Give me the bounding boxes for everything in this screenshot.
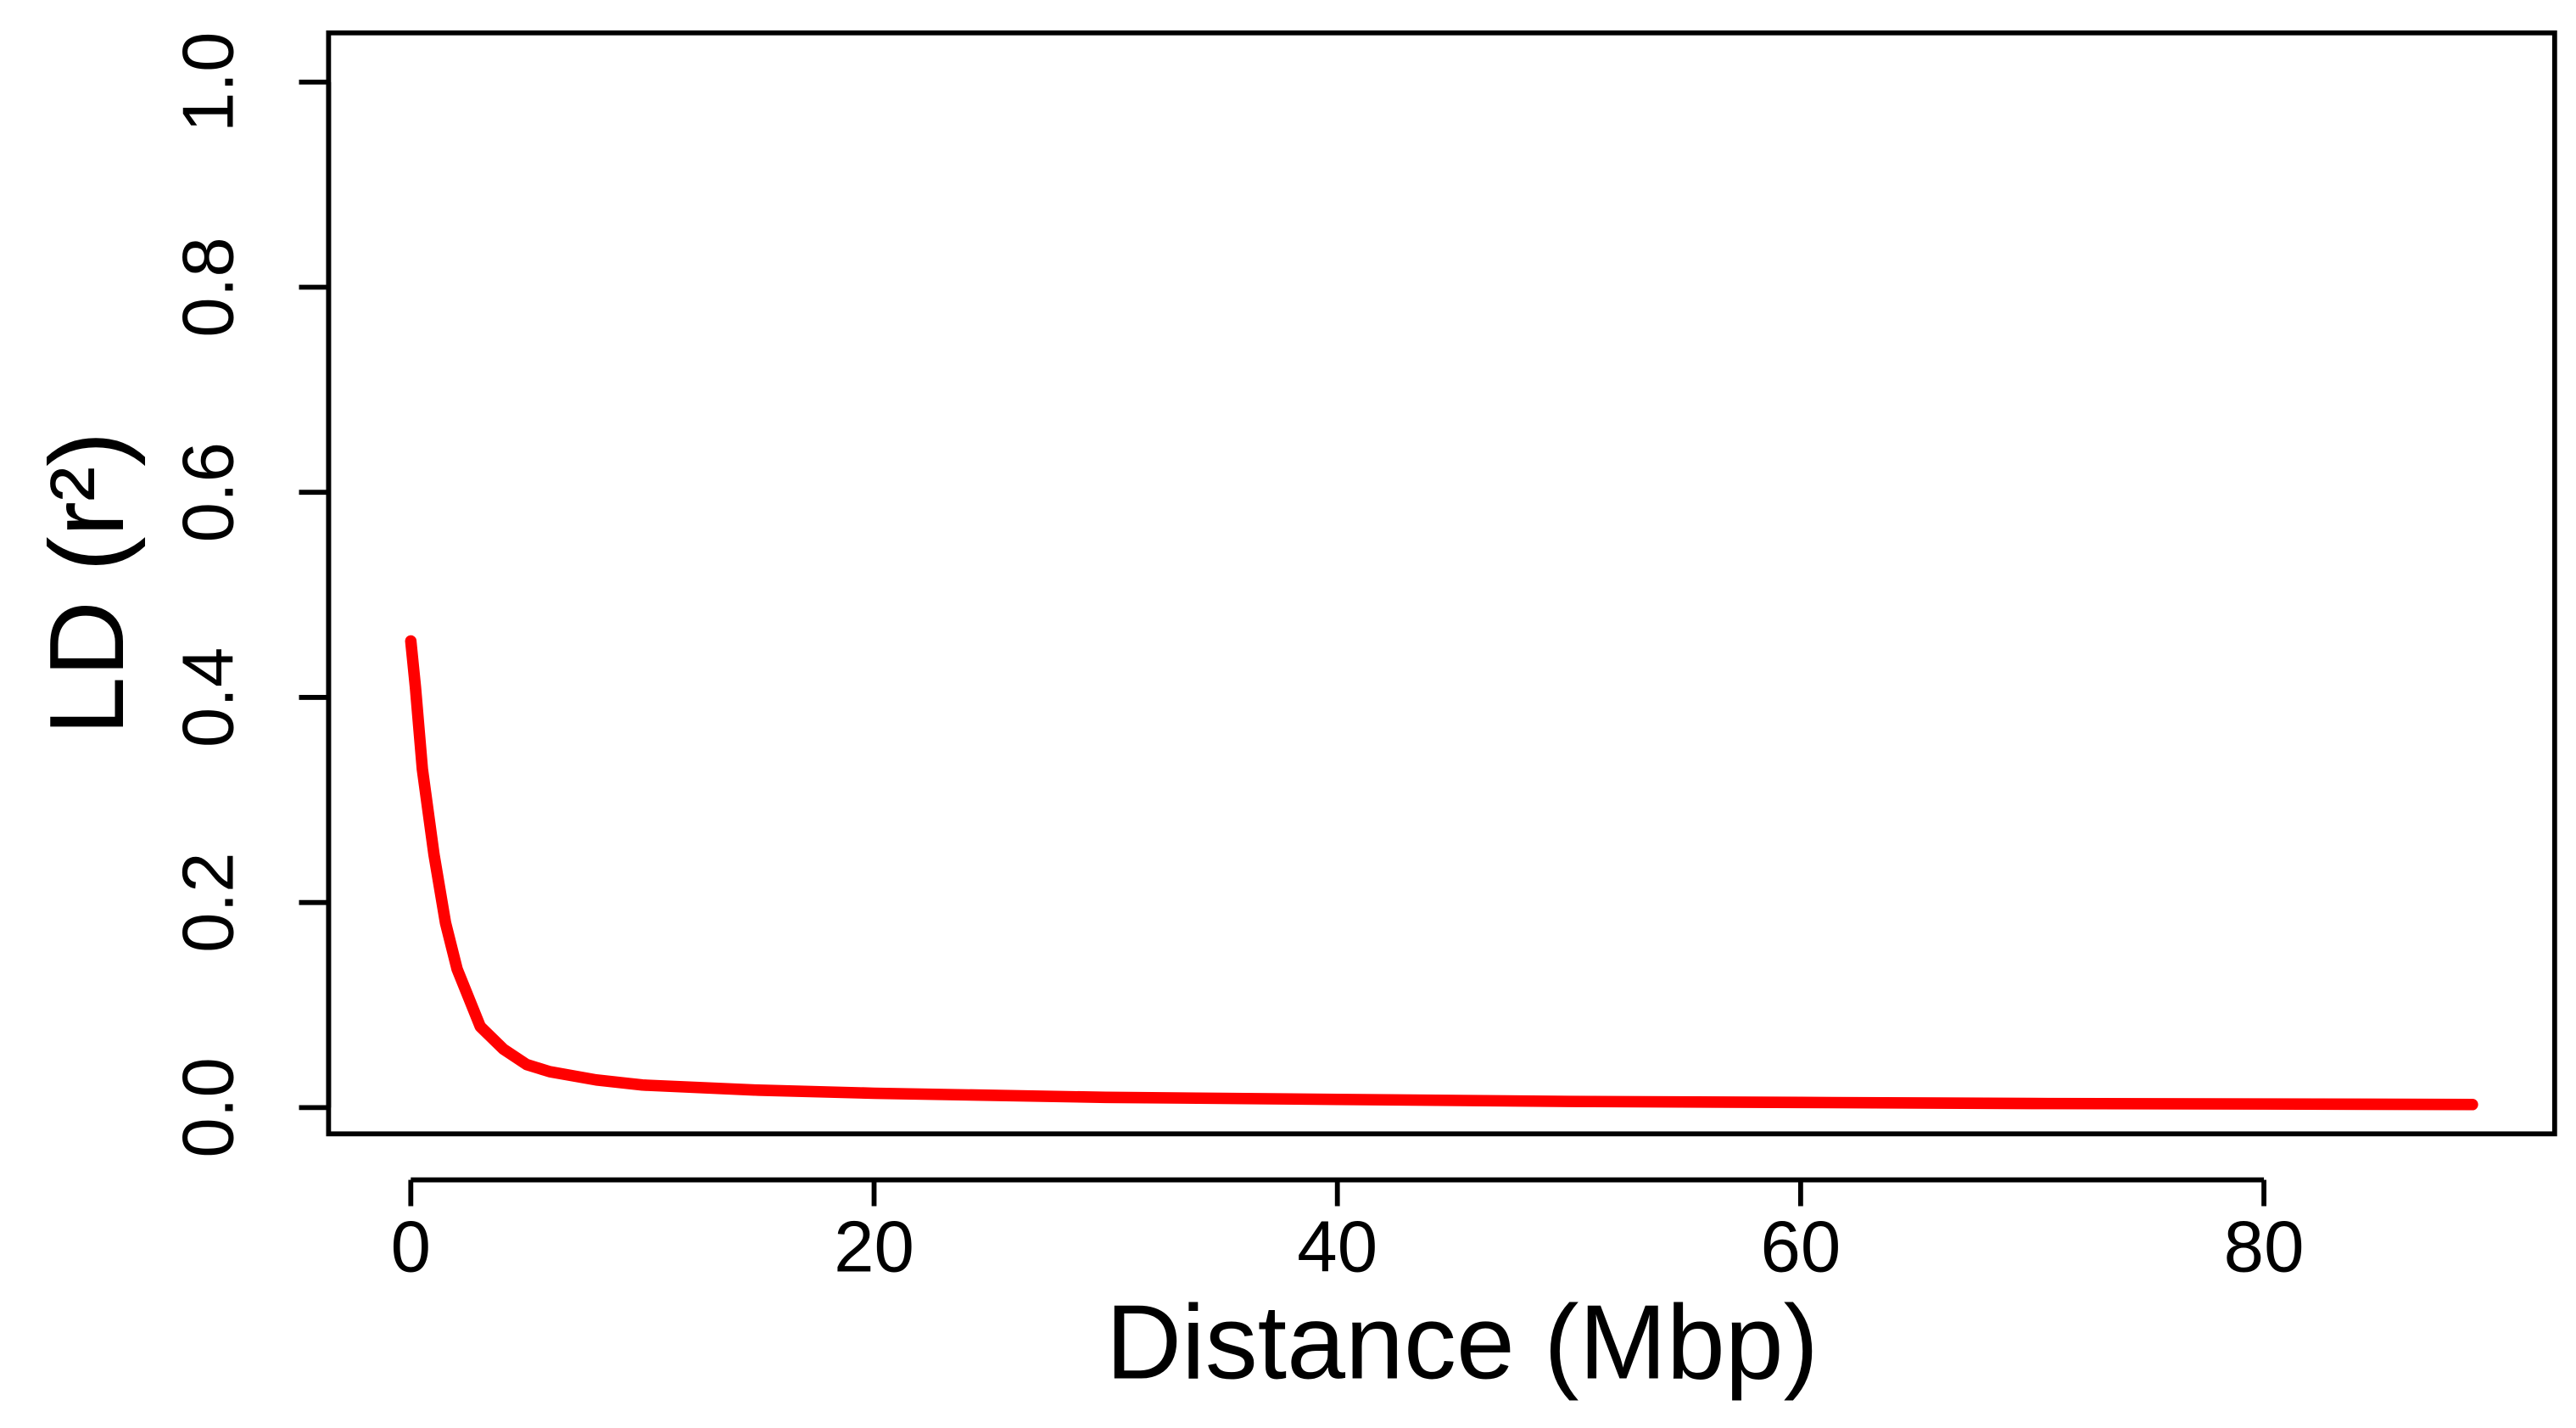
x-tick-label: 40 xyxy=(1297,1207,1377,1287)
y-tick-label: 0.6 xyxy=(168,442,249,542)
ld-decay-line xyxy=(405,635,2478,1111)
x-tick-label: 60 xyxy=(1761,1207,1841,1287)
y-axis-label: LD (r²) xyxy=(29,432,146,736)
y-tick-label: 0.2 xyxy=(168,852,249,952)
y-tick-label: 0.4 xyxy=(168,647,249,748)
y-tick-label: 0.0 xyxy=(168,1057,249,1157)
x-tick-label: 0 xyxy=(391,1207,431,1287)
x-tick-label: 20 xyxy=(834,1207,914,1287)
x-tick-label: 80 xyxy=(2224,1207,2305,1287)
x-axis-label: Distance (Mbp) xyxy=(1106,1285,1819,1402)
y-tick-label: 1.0 xyxy=(168,32,249,132)
y-tick-label: 0.8 xyxy=(168,237,249,337)
